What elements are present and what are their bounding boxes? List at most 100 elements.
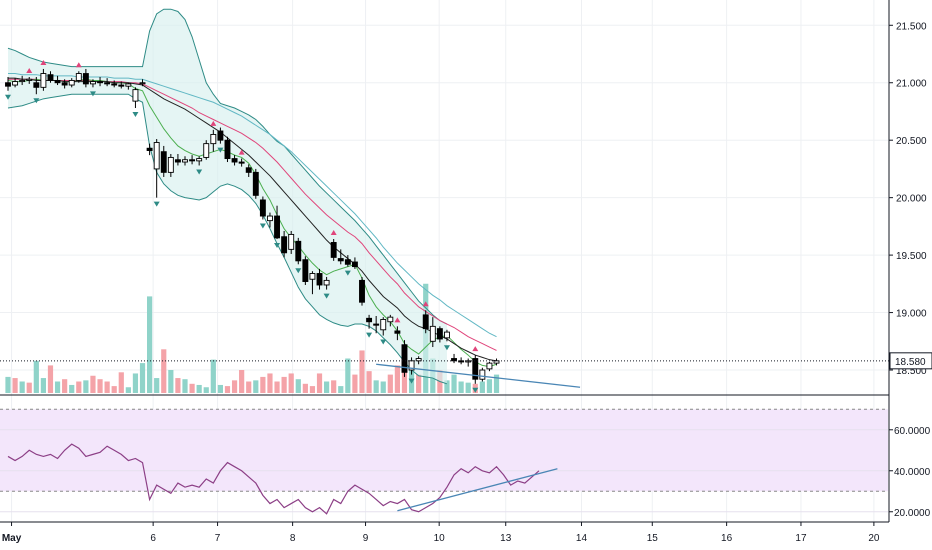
candle-body: [5, 82, 11, 87]
volume-bar: [274, 381, 280, 393]
date-tick-label: May: [2, 533, 22, 544]
candle-body: [68, 79, 75, 86]
volume-bar: [231, 380, 238, 393]
candle-body: [259, 199, 266, 217]
candle-body: [189, 159, 196, 162]
down-signal-marker: [408, 378, 415, 384]
candle-body: [203, 143, 210, 158]
candle-body: [90, 81, 96, 85]
date-tick-label: 10: [434, 533, 446, 544]
down-signal-marker: [196, 169, 203, 175]
candle-body: [153, 142, 160, 170]
volume-bar: [196, 384, 202, 393]
volume-bar: [69, 384, 75, 393]
down-signal-marker: [380, 339, 387, 345]
price-tick-label: 21.500: [896, 21, 927, 32]
down-signal-marker: [33, 98, 40, 104]
candle-body: [54, 79, 61, 84]
candle-body: [493, 360, 500, 364]
price-tick-label: 21.000: [896, 79, 927, 90]
volume-bar: [62, 379, 68, 393]
volume-bar: [267, 373, 273, 393]
candle-body: [394, 330, 401, 334]
candle-body: [458, 360, 465, 363]
down-signal-marker: [217, 147, 224, 153]
candle-body: [139, 82, 146, 85]
candle-body: [380, 319, 387, 331]
ma-teal-line: [8, 73, 497, 338]
candle-body: [429, 325, 436, 342]
volume-bar: [302, 383, 308, 393]
volume-bar: [83, 380, 89, 393]
down-signal-marker: [295, 268, 302, 274]
down-signal-marker: [89, 91, 96, 97]
candle-body: [40, 73, 47, 88]
date-tick-label: 13: [500, 533, 512, 544]
candle-body: [444, 331, 450, 339]
oscillator-tick-label: 20.0000: [894, 508, 931, 519]
last-price-badge: [889, 352, 932, 370]
candle-body: [47, 74, 54, 81]
volume-bar: [239, 370, 245, 393]
up-signal-marker: [330, 230, 337, 236]
up-signal-marker: [75, 62, 82, 68]
candle-body: [401, 344, 408, 373]
volume-bar: [161, 349, 167, 393]
volume-bar: [104, 381, 110, 393]
volume-bar: [451, 374, 457, 393]
down-signal-marker: [5, 94, 11, 100]
volume-bar: [324, 381, 330, 393]
volume-bar: [359, 350, 365, 393]
volume-bar: [444, 380, 450, 393]
up-signal-marker: [422, 301, 429, 307]
volume-bar: [118, 372, 124, 393]
candle-body: [295, 240, 302, 262]
volume-bar: [217, 384, 223, 393]
date-tick-label: 8: [290, 533, 296, 544]
date-tick-label: 14: [576, 533, 588, 544]
candles: [5, 68, 500, 384]
volume-bar: [132, 373, 139, 393]
volume-bar: [394, 365, 400, 393]
candle-body: [415, 358, 422, 362]
volume-bar: [175, 378, 181, 393]
down-signal-marker: [274, 243, 281, 249]
oscillator-trendline: [397, 468, 558, 512]
oscillator-line: [7, 443, 540, 515]
candle-body: [422, 314, 429, 330]
up-signal-marker: [472, 346, 479, 352]
volume-bar: [76, 381, 82, 393]
price-tick-label: 19.000: [896, 309, 927, 320]
up-signal-marker: [238, 149, 245, 155]
candle-body: [196, 158, 203, 162]
candle-body: [224, 139, 231, 160]
candle-body: [387, 316, 394, 323]
trendlines: [0, 360, 889, 388]
bollinger-lower: [7, 93, 448, 385]
date-tick-label: 9: [363, 533, 369, 544]
ma-black-line: [8, 77, 497, 362]
signal-markers: [5, 59, 479, 393]
candle-body: [26, 78, 33, 81]
volume-bar: [281, 376, 287, 393]
candle-body: [174, 159, 181, 163]
volume-bar: [309, 386, 316, 393]
volume-bar: [33, 360, 39, 393]
down-signal-marker: [132, 112, 139, 118]
candle-body: [97, 81, 103, 84]
candle-body: [288, 233, 295, 250]
candle-body: [330, 242, 337, 258]
moving-averages: [7, 73, 497, 368]
candle-body: [323, 279, 330, 286]
volume-bar: [465, 382, 471, 393]
candle-body: [309, 273, 316, 280]
volume-bar: [111, 386, 117, 393]
up-signal-marker: [40, 59, 47, 65]
volume-bar: [366, 371, 372, 393]
candle-body: [316, 273, 323, 286]
date-tick-label: 17: [795, 533, 807, 544]
candle-body: [118, 84, 125, 87]
down-signal-marker: [443, 345, 450, 351]
volume-bar: [338, 386, 344, 393]
date-tick-label: 16: [721, 533, 733, 544]
